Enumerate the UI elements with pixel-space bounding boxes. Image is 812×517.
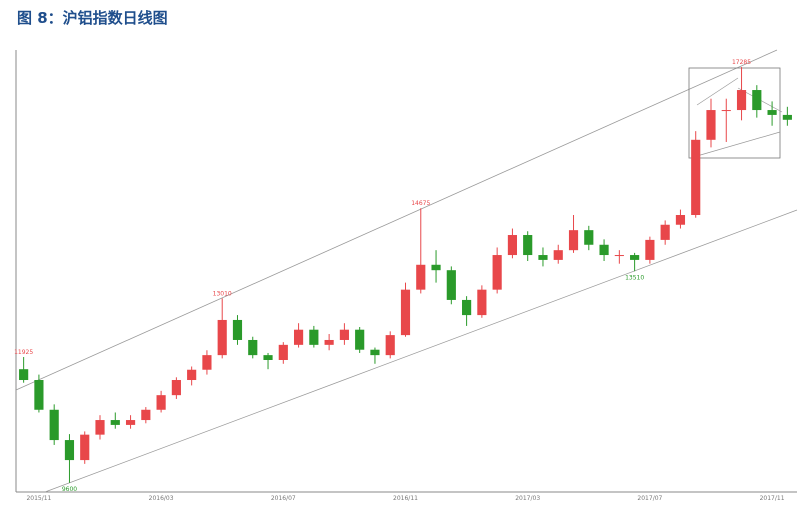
candle-body — [416, 264, 426, 290]
candle-body — [446, 270, 456, 300]
candle-body — [599, 244, 609, 256]
annotation: 9600 — [62, 486, 77, 493]
candle-body — [339, 329, 349, 340]
candle-body — [691, 139, 701, 216]
candle-body — [187, 369, 197, 381]
candle-body — [630, 255, 640, 260]
x-tick-label: 2017/11 — [760, 495, 785, 502]
candle-body — [293, 329, 304, 345]
candle-body — [248, 339, 258, 356]
candle-body — [232, 319, 243, 340]
candle-body — [49, 409, 59, 441]
candle-body — [202, 355, 212, 370]
annotation: 14675 — [411, 200, 430, 207]
candle-body — [782, 114, 792, 120]
candle-body — [34, 380, 44, 410]
candle-body — [80, 434, 90, 461]
candle-body — [309, 329, 319, 345]
x-tick-label: 2017/03 — [515, 495, 540, 502]
x-tick-label: 2017/07 — [637, 495, 662, 502]
candle-body — [278, 344, 288, 360]
candle-body — [645, 239, 655, 260]
candle-body — [736, 90, 747, 111]
triangle-upper — [696, 77, 739, 106]
candle-body — [171, 380, 181, 396]
channel-lower — [44, 209, 798, 493]
candle-body — [660, 224, 670, 240]
candle-body — [507, 235, 518, 256]
candle-body — [462, 299, 472, 316]
candle-body — [553, 250, 563, 260]
plot: 2015/11 2016/03 2016/07 2016/11 2017/03 2017/… — [14, 59, 792, 502]
candle-body — [584, 230, 594, 245]
triangle-lower — [696, 131, 781, 157]
candle-body — [95, 420, 105, 435]
annotation: 13510 — [625, 274, 644, 281]
candle-body — [385, 335, 395, 356]
candle-body — [477, 289, 487, 316]
candle-body — [568, 230, 579, 251]
candle-body — [752, 90, 762, 111]
highlight-box — [688, 67, 781, 159]
candle-body — [217, 319, 227, 356]
candle-body — [125, 420, 136, 425]
candle-body — [370, 349, 380, 356]
candle-body — [324, 339, 334, 345]
candle-body — [706, 110, 716, 140]
candle-body — [110, 420, 120, 425]
annotation: 11925 — [14, 349, 33, 356]
candle-body — [431, 264, 441, 271]
candle-body — [523, 235, 533, 256]
candle-body — [721, 110, 731, 112]
candle-body — [19, 369, 29, 381]
candle-body — [400, 289, 411, 336]
candle-body — [492, 255, 502, 290]
candle-body — [355, 329, 365, 350]
candle-body — [263, 355, 273, 360]
channel-upper — [15, 49, 778, 391]
annotation: 17285 — [732, 59, 751, 66]
candle-body — [64, 440, 75, 461]
annotation: 13010 — [213, 290, 232, 297]
candle-body — [767, 110, 777, 115]
chart-title: 图 8：沪铝指数日线图 — [17, 9, 168, 27]
x-tick-label: 2016/11 — [393, 495, 418, 502]
candle-body — [156, 395, 166, 410]
candle-body — [675, 215, 686, 225]
candle-body — [538, 255, 548, 260]
x-tick-label: 2015/11 — [26, 495, 51, 502]
x-tick-label: 2016/07 — [271, 495, 296, 502]
candle-body — [614, 255, 624, 257]
candle-body — [141, 409, 151, 421]
x-tick-label: 2016/03 — [149, 495, 174, 502]
